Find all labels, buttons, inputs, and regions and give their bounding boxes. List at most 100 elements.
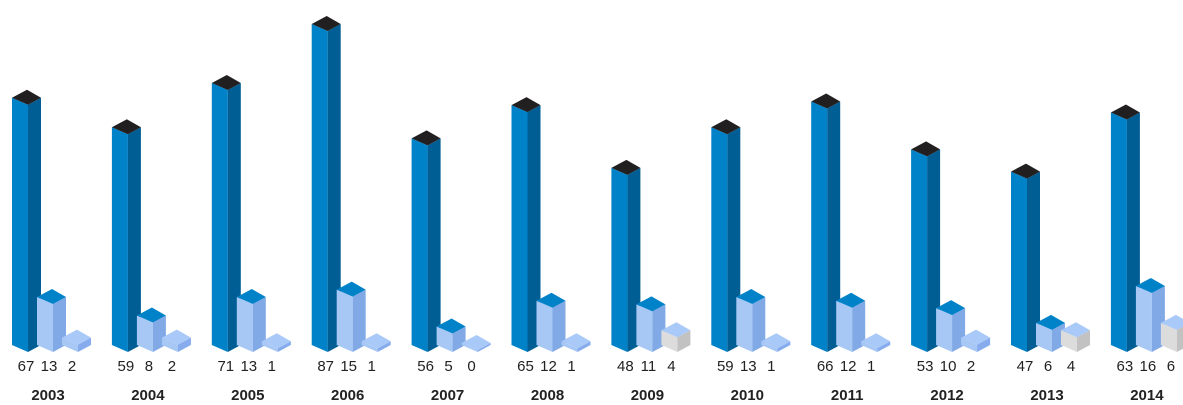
- bar-series3-2014: [1160, 314, 1183, 352]
- bar-side-face: [977, 337, 991, 352]
- value-label-series1-2007: 56: [417, 358, 434, 375]
- bar-side-face: [127, 127, 141, 352]
- bar-side-face: [277, 341, 291, 352]
- bar-series2-2007: [436, 318, 466, 352]
- bar-front-face: [736, 297, 753, 352]
- bar-front-face: [1160, 322, 1177, 352]
- year-label-2003: 2003: [31, 387, 64, 404]
- value-label-series3-2004: 2: [168, 358, 176, 375]
- bar-front-face: [136, 315, 153, 352]
- bar-side-face: [477, 343, 491, 352]
- bar-front-face: [761, 341, 778, 352]
- bar-side-face: [727, 127, 741, 352]
- bar-series3-2007: [461, 335, 491, 352]
- bar-top-face: [1061, 322, 1090, 338]
- bar-front-face: [311, 23, 328, 352]
- bar-side-face: [327, 23, 341, 352]
- bar-top-face: [536, 292, 566, 308]
- bar-front-face: [1061, 330, 1077, 352]
- bar-series3-2011: [861, 333, 891, 352]
- value-label-series2-2005: 13: [240, 358, 257, 375]
- bar-front-face: [861, 341, 878, 352]
- bar-series2-2006: [336, 281, 366, 352]
- bar-series3-2012: [961, 329, 991, 352]
- year-label-2007: 2007: [431, 387, 464, 404]
- bar-top-face: [761, 333, 791, 349]
- bar-series1-2009: [611, 159, 641, 352]
- bar-series3-2005: [261, 333, 291, 352]
- bar-series1-2014: [1110, 104, 1140, 352]
- bar-front-face: [12, 97, 28, 353]
- bar-top-face: [811, 93, 841, 109]
- year-label-2010: 2010: [731, 387, 764, 404]
- bar-front-face: [661, 330, 678, 352]
- year-label-2014: 2014: [1130, 387, 1164, 404]
- value-label-series2-2014: 16: [1140, 358, 1157, 375]
- bar-top-face: [1036, 314, 1065, 330]
- value-label-series2-2010: 13: [740, 358, 757, 375]
- year-label-2005: 2005: [231, 387, 264, 404]
- bar-front-face: [236, 297, 253, 352]
- bar-front-face: [936, 308, 953, 352]
- bar-top-face: [561, 333, 591, 349]
- value-label-series2-2007: 5: [444, 358, 452, 375]
- bar-series2-2012: [936, 300, 966, 352]
- value-label-series2-2011: 12: [840, 358, 857, 375]
- value-label-series3-2008: 1: [567, 358, 575, 375]
- year-label-2004: 2004: [131, 387, 165, 404]
- bar-front-face: [1135, 285, 1152, 352]
- value-label-series1-2003: 67: [18, 358, 35, 375]
- bar-series1-2005: [211, 75, 241, 352]
- bar-front-face: [436, 326, 453, 352]
- value-label-series1-2008: 65: [517, 358, 534, 375]
- bar-side-face: [252, 297, 266, 352]
- bar-series2-2011: [836, 292, 866, 352]
- bar-top-face: [12, 89, 41, 105]
- value-label-series2-2013: 6: [1044, 358, 1052, 375]
- bar-series1-2006: [311, 15, 341, 352]
- bar-front-face: [111, 127, 128, 352]
- bar-front-face: [636, 304, 653, 352]
- bar-top-face: [311, 15, 341, 31]
- value-label-series2-2012: 10: [940, 358, 957, 375]
- bar-side-face: [927, 149, 941, 352]
- year-label-2012: 2012: [930, 387, 963, 404]
- bar-series2-2009: [636, 296, 666, 352]
- bar-top-face: [136, 307, 166, 323]
- bar-top-face: [436, 318, 466, 334]
- bar-side-face: [227, 83, 241, 352]
- bar-top-face: [936, 300, 966, 316]
- bar-top-face: [37, 289, 66, 305]
- bar-series1-2007: [411, 130, 441, 352]
- value-label-series1-2004: 59: [118, 358, 135, 375]
- bar-front-face: [461, 343, 478, 352]
- value-label-series3-2014: 6: [1167, 358, 1175, 375]
- value-label-series2-2003: 13: [41, 358, 58, 375]
- bar-front-face: [161, 337, 178, 352]
- bar-side-face: [677, 330, 691, 352]
- bar-top-face: [711, 119, 741, 135]
- bar-top-face: [1110, 104, 1140, 120]
- bar-front-face: [911, 149, 928, 352]
- bar-side-face: [527, 105, 541, 353]
- bar-top-face: [261, 333, 291, 349]
- bar-series2-2010: [736, 289, 766, 352]
- bar-top-face: [636, 296, 666, 312]
- bar-top-face: [111, 119, 141, 135]
- bar-series3-2003: [62, 329, 91, 352]
- bar-side-face: [577, 341, 591, 352]
- value-label-series2-2008: 12: [540, 358, 557, 375]
- bar-top-face: [461, 335, 491, 350]
- bar-front-face: [261, 341, 278, 352]
- bar-series3-2008: [561, 333, 591, 352]
- value-label-series1-2010: 59: [717, 358, 734, 375]
